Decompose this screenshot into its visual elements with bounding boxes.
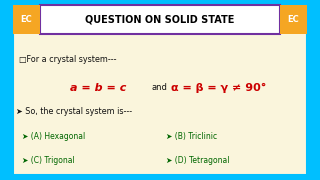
Text: □For a crystal system---: □For a crystal system--- [19,55,117,64]
FancyBboxPatch shape [280,5,307,34]
Text: ➤ (A) Hexagonal: ➤ (A) Hexagonal [22,132,86,141]
Text: ➤ (B) Triclinic: ➤ (B) Triclinic [166,132,218,141]
Text: QUESTION ON SOLID STATE: QUESTION ON SOLID STATE [85,15,235,25]
Text: ➤ (D) Tetragonal: ➤ (D) Tetragonal [166,156,230,165]
FancyBboxPatch shape [13,5,307,175]
Text: EC: EC [20,15,32,24]
Text: α = β = γ ≠ 90°: α = β = γ ≠ 90° [171,82,267,93]
Text: ➤ So, the crystal system is---: ➤ So, the crystal system is--- [16,107,132,116]
Text: a = b = c: a = b = c [70,83,127,93]
FancyBboxPatch shape [40,5,280,34]
Text: and: and [152,83,168,92]
FancyBboxPatch shape [13,5,40,34]
Text: EC: EC [288,15,300,24]
Text: ➤ (C) Trigonal: ➤ (C) Trigonal [22,156,75,165]
